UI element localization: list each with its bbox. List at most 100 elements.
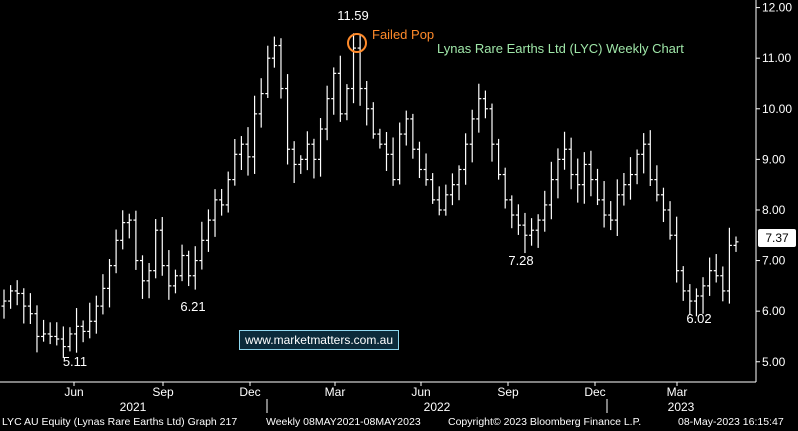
ohlc-bar: [153, 219, 159, 279]
ohlc-bar: [291, 141, 297, 184]
ohlc-bar: [601, 181, 607, 228]
ohlc-bar: [377, 128, 383, 149]
ohlc-bar: [41, 319, 47, 342]
x-tick-label: Sep: [152, 385, 174, 399]
x-tick-label: Sep: [497, 385, 519, 399]
ohlc-bar: [8, 285, 14, 309]
ohlc-bar: [199, 221, 205, 270]
y-tick-label: 8.00: [762, 203, 786, 217]
ohlc-bar: [726, 227, 732, 304]
ohlc-bar: [258, 78, 264, 128]
y-axis-ticks: 5.00 6.00 7.00 8.00 9.00 10.00 11.00 12.00: [756, 1, 792, 369]
footer-security: LYC AU Equity (Lynas Rare Earths Ltd) Gr…: [2, 416, 238, 428]
ohlc-bar: [113, 229, 119, 274]
x-tick-label: Mar: [325, 385, 346, 399]
ohlc-bar: [449, 173, 455, 206]
ohlc-bar: [337, 55, 343, 122]
ohlc-bar: [647, 130, 653, 187]
ohlc-bar: [212, 189, 218, 237]
ohlc-bar: [107, 258, 113, 308]
chart-title: Lynas Rare Earths Ltd (LYC) Weekly Chart: [437, 41, 684, 56]
ohlc-bar: [476, 83, 482, 133]
ohlc-bar: [641, 133, 647, 174]
ohlc-bar: [172, 269, 178, 294]
ohlc-bar: [133, 210, 139, 270]
ohlc-bar: [304, 131, 310, 171]
x-tick-label: Dec: [584, 385, 605, 399]
ohlc-bar: [614, 179, 620, 237]
ohlc-bar: [509, 195, 515, 229]
ohlc-bar: [1, 289, 7, 319]
ohlc-bar: [595, 168, 601, 206]
x-tick-label: Jun: [64, 385, 83, 399]
ohlc-bar: [502, 167, 508, 209]
ohlc-bar: [469, 109, 475, 163]
ohlc-bar: [87, 302, 93, 339]
ohlc-bar: [192, 246, 198, 290]
ohlc-bars: [1, 33, 739, 359]
ohlc-bar: [660, 187, 666, 223]
ohlc-bar: [93, 295, 99, 334]
ohlc-bar: [159, 217, 165, 276]
ohlc-bar: [67, 327, 73, 352]
ohlc-bar: [700, 277, 706, 314]
ohlc-bar: [383, 131, 389, 171]
ohlc-bar: [146, 263, 152, 299]
ohlc-bar: [166, 250, 172, 300]
ohlc-bar: [60, 326, 66, 359]
ohlc-bar: [568, 137, 574, 190]
footer-copyright: Copyright© 2023 Bloomberg Finance L.P.: [448, 416, 642, 428]
ohlc-bar: [100, 274, 106, 315]
ohlc-bar: [14, 280, 20, 306]
ohlc-bar: [74, 308, 80, 353]
ohlc-bar: [126, 213, 132, 239]
ohlc-bar: [271, 36, 277, 68]
failed-pop-label: Failed Pop: [372, 27, 435, 42]
y-tick-label: 5.00: [762, 355, 786, 369]
ohlc-bar: [265, 45, 271, 99]
ohlc-bar: [351, 33, 357, 104]
y-tick-label: 11.00: [762, 51, 791, 65]
ohlc-bar: [430, 173, 436, 204]
price-annotation: 7.28: [508, 253, 533, 268]
ohlc-bar: [654, 165, 660, 202]
footer-range: Weekly 08MAY2021-08MAY2023: [266, 416, 421, 428]
ohlc-bar: [581, 152, 587, 204]
ohlc-bar: [252, 95, 258, 174]
ohlc-bar: [27, 293, 33, 324]
ohlc-bar: [562, 131, 568, 170]
year-label: 2023: [668, 400, 695, 414]
ohlc-bar: [443, 184, 449, 216]
ohlc-bar: [324, 85, 330, 141]
ohlc-bar: [232, 138, 238, 186]
ohlc-bar: [205, 209, 211, 252]
failed-pop-circle: [347, 33, 367, 53]
ohlc-bar: [21, 288, 27, 324]
ohlc-bar: [410, 113, 416, 159]
ohlc-bar: [397, 122, 403, 185]
ohlc-bar: [285, 74, 291, 165]
ohlc-bar: [529, 218, 535, 246]
ohlc-bar: [489, 103, 495, 162]
x-tick-label: Dec: [239, 385, 260, 399]
ohlc-bar: [687, 284, 693, 316]
watermark-link[interactable]: www.marketmatters.com.au: [239, 330, 399, 350]
ohlc-bar: [720, 266, 726, 302]
ohlc-bar: [403, 110, 409, 146]
ohlc-bar: [733, 236, 739, 252]
price-annotation: 6.02: [686, 311, 711, 326]
ohlc-bar: [416, 141, 422, 179]
footer-timestamp: 08-May-2023 16:15:47: [678, 416, 784, 428]
ohlc-bar: [120, 210, 126, 250]
ohlc-bar: [370, 102, 376, 139]
ohlc-bar: [278, 38, 284, 99]
ohlc-bar: [496, 138, 502, 180]
ohlc-bar: [219, 188, 225, 216]
ohlc-bar: [436, 186, 442, 216]
ohlc-bar: [713, 254, 719, 283]
ohlc-bar: [674, 216, 680, 283]
ohlc-bar: [47, 322, 53, 345]
ohlc-bar: [627, 157, 633, 200]
ohlc-bar: [621, 173, 627, 206]
ohlc-bar: [515, 204, 521, 235]
